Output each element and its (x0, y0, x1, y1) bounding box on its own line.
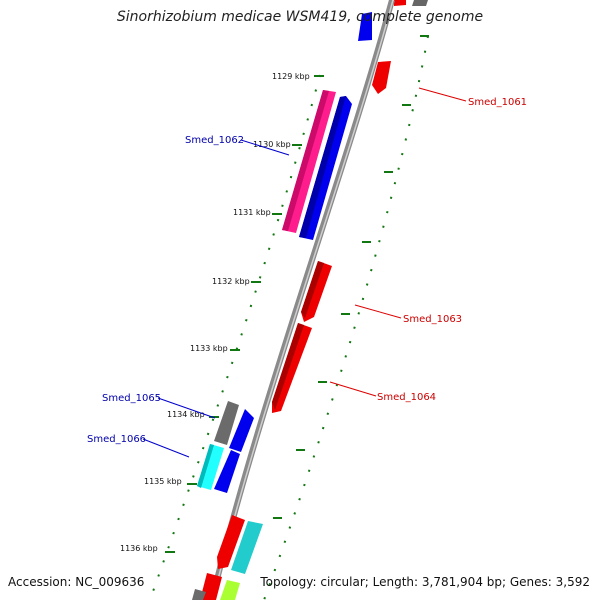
gene-shade (301, 261, 324, 318)
gene-arrow[interactable] (394, 0, 406, 6)
ruler-labels: 1129 kbp 1130 kbp 1131 kbp 1132 kbp 1133… (120, 72, 310, 553)
gene-arrow-reverse[interactable] (229, 409, 254, 452)
gene-arrows (192, 61, 391, 600)
gene-label-smed-1062[interactable]: Smed_1062 (185, 135, 244, 146)
gene-label-smed-1061[interactable]: Smed_1061 (468, 97, 527, 108)
gene-label-smed-1063[interactable]: Smed_1063 (403, 314, 462, 325)
tick-label-1134: 1134 kbp (167, 410, 205, 419)
map-title: Sinorhizobium medicae WSM419, complete g… (116, 9, 484, 25)
tick-label-1132: 1132 kbp (212, 277, 250, 286)
gene-arrow-reverse[interactable] (214, 450, 240, 493)
top-clipped-features (358, 0, 428, 41)
tick-label-1129: 1129 kbp (272, 72, 310, 81)
gene-labels: Smed_1061 Smed_1062 Smed_1063 Smed_1064 … (87, 97, 527, 445)
gene-arrow-smed-1061[interactable] (372, 61, 391, 94)
callout-lines (142, 87, 467, 458)
gene-arrow-smed-1065[interactable] (214, 401, 239, 445)
topology-summary: Topology: circular; Length: 3,781,904 bp… (260, 575, 590, 589)
backbone (209, 0, 395, 600)
gene-arrow[interactable] (358, 12, 372, 41)
gene-arrow[interactable] (412, 0, 428, 6)
gene-arrow[interactable] (231, 521, 263, 574)
gene-label-smed-1066[interactable]: Smed_1066 (87, 434, 146, 445)
gene-shade (272, 323, 304, 410)
gene-shade (299, 96, 346, 238)
gene-shade (282, 90, 329, 231)
gene-label-smed-1065[interactable]: Smed_1065 (102, 393, 161, 404)
tick-label-1131: 1131 kbp (233, 208, 271, 217)
gene-shade (197, 444, 214, 488)
gene-arrow[interactable] (192, 589, 206, 600)
gene-label-smed-1064[interactable]: Smed_1064 (377, 392, 436, 403)
gene-arrow[interactable] (217, 515, 245, 569)
tick-label-1130: 1130 kbp (253, 140, 291, 149)
accession-text: Accession: NC_009636 (8, 575, 145, 589)
gene-arrow[interactable] (220, 580, 240, 600)
forward-track-dots (263, 35, 429, 600)
tick-label-1136: 1136 kbp (120, 544, 158, 553)
gene-arrow-smed-1064[interactable] (272, 323, 312, 413)
tick-label-1135: 1135 kbp (144, 477, 182, 486)
tick-label-1133: 1133 kbp (190, 344, 228, 353)
